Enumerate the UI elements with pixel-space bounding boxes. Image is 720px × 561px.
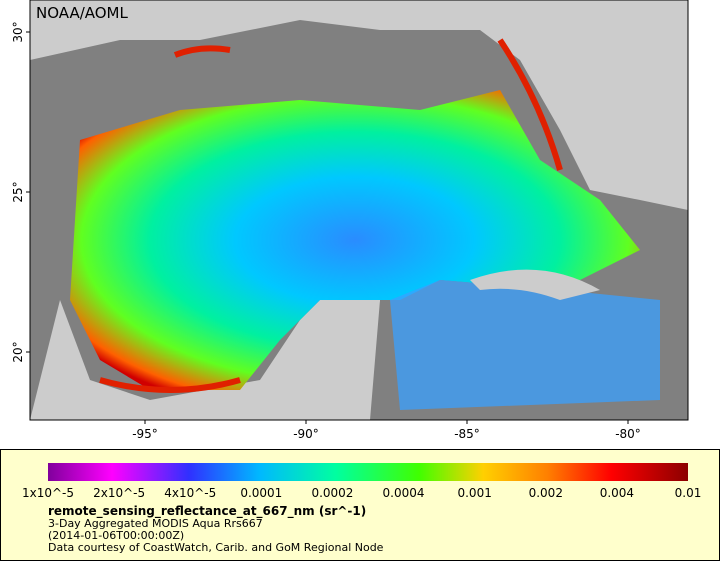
lat-label: 20° xyxy=(11,341,25,362)
lon-label: -85° xyxy=(454,427,480,441)
description: 3-Day Aggregated MODIS Aqua Rrs667 xyxy=(48,517,263,530)
map-frame xyxy=(29,0,689,421)
scale-label: 0.0001 xyxy=(240,486,282,500)
scale-label: 0.0004 xyxy=(383,486,425,500)
scale-label: 0.001 xyxy=(457,486,491,500)
scale-label: 4x10^-5 xyxy=(164,486,216,500)
cuba xyxy=(470,269,600,300)
credit: NOAA/AOML xyxy=(36,4,129,22)
scale-label: 0.0002 xyxy=(311,486,353,500)
lat-label: 30° xyxy=(11,21,25,42)
lon-label: -90° xyxy=(293,427,319,441)
lat-label: 25° xyxy=(11,181,25,202)
scale-label: 2x10^-5 xyxy=(93,486,145,500)
source: Data courtesy of CoastWatch, Carib. and … xyxy=(48,541,384,554)
scale-label: 1x10^-5 xyxy=(22,486,74,500)
lon-label: -95° xyxy=(132,427,158,441)
variable: remote_sensing_reflectance_at_667_nm (sr… xyxy=(48,504,366,519)
caribbean-field xyxy=(390,280,660,410)
reflectance-field xyxy=(70,90,640,390)
time: (2014-01-06T00:00:00Z) xyxy=(48,529,184,542)
scale-label: 0.002 xyxy=(529,486,563,500)
coastal-high-values xyxy=(99,38,563,393)
yucatan xyxy=(300,300,380,420)
scale-label: 0.004 xyxy=(600,486,634,500)
florida xyxy=(580,30,688,200)
scale-label: 0.01 xyxy=(675,486,702,500)
map: NOAA/AOML xyxy=(30,0,688,420)
colorbar xyxy=(48,463,688,481)
lon-label: -80° xyxy=(615,427,641,441)
